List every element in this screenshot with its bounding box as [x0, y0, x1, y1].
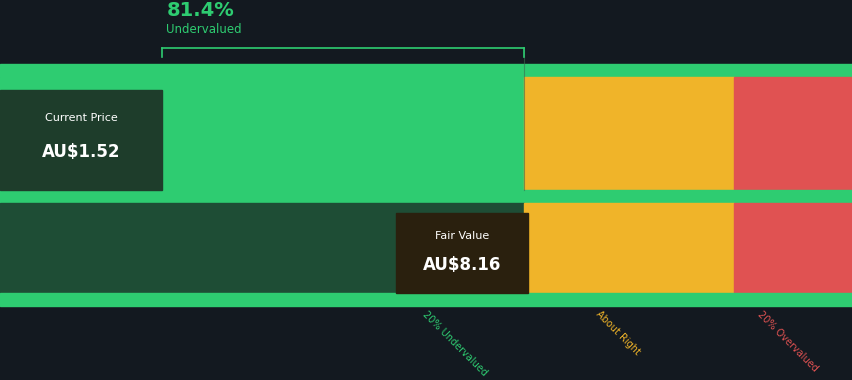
- Bar: [0, 190, 852, 203]
- Bar: [523, 77, 733, 190]
- Bar: [0, 203, 523, 293]
- Text: About Right: About Right: [594, 309, 642, 357]
- Bar: [733, 203, 852, 293]
- Text: 20% Overvalued: 20% Overvalued: [754, 309, 819, 374]
- Bar: [0, 293, 852, 306]
- Bar: [0, 90, 162, 190]
- Bar: [733, 77, 852, 190]
- Bar: [0, 64, 852, 77]
- Text: 81.4%: 81.4%: [166, 1, 233, 20]
- Bar: [395, 214, 527, 293]
- Text: Undervalued: Undervalued: [166, 23, 242, 36]
- Text: Fair Value: Fair Value: [435, 231, 488, 241]
- Bar: [0, 77, 523, 190]
- Bar: [523, 203, 733, 293]
- Text: Current Price: Current Price: [44, 113, 118, 123]
- Text: AU$1.52: AU$1.52: [42, 143, 120, 161]
- Text: 20% Undervalued: 20% Undervalued: [421, 309, 489, 378]
- Text: AU$8.16: AU$8.16: [423, 256, 500, 274]
